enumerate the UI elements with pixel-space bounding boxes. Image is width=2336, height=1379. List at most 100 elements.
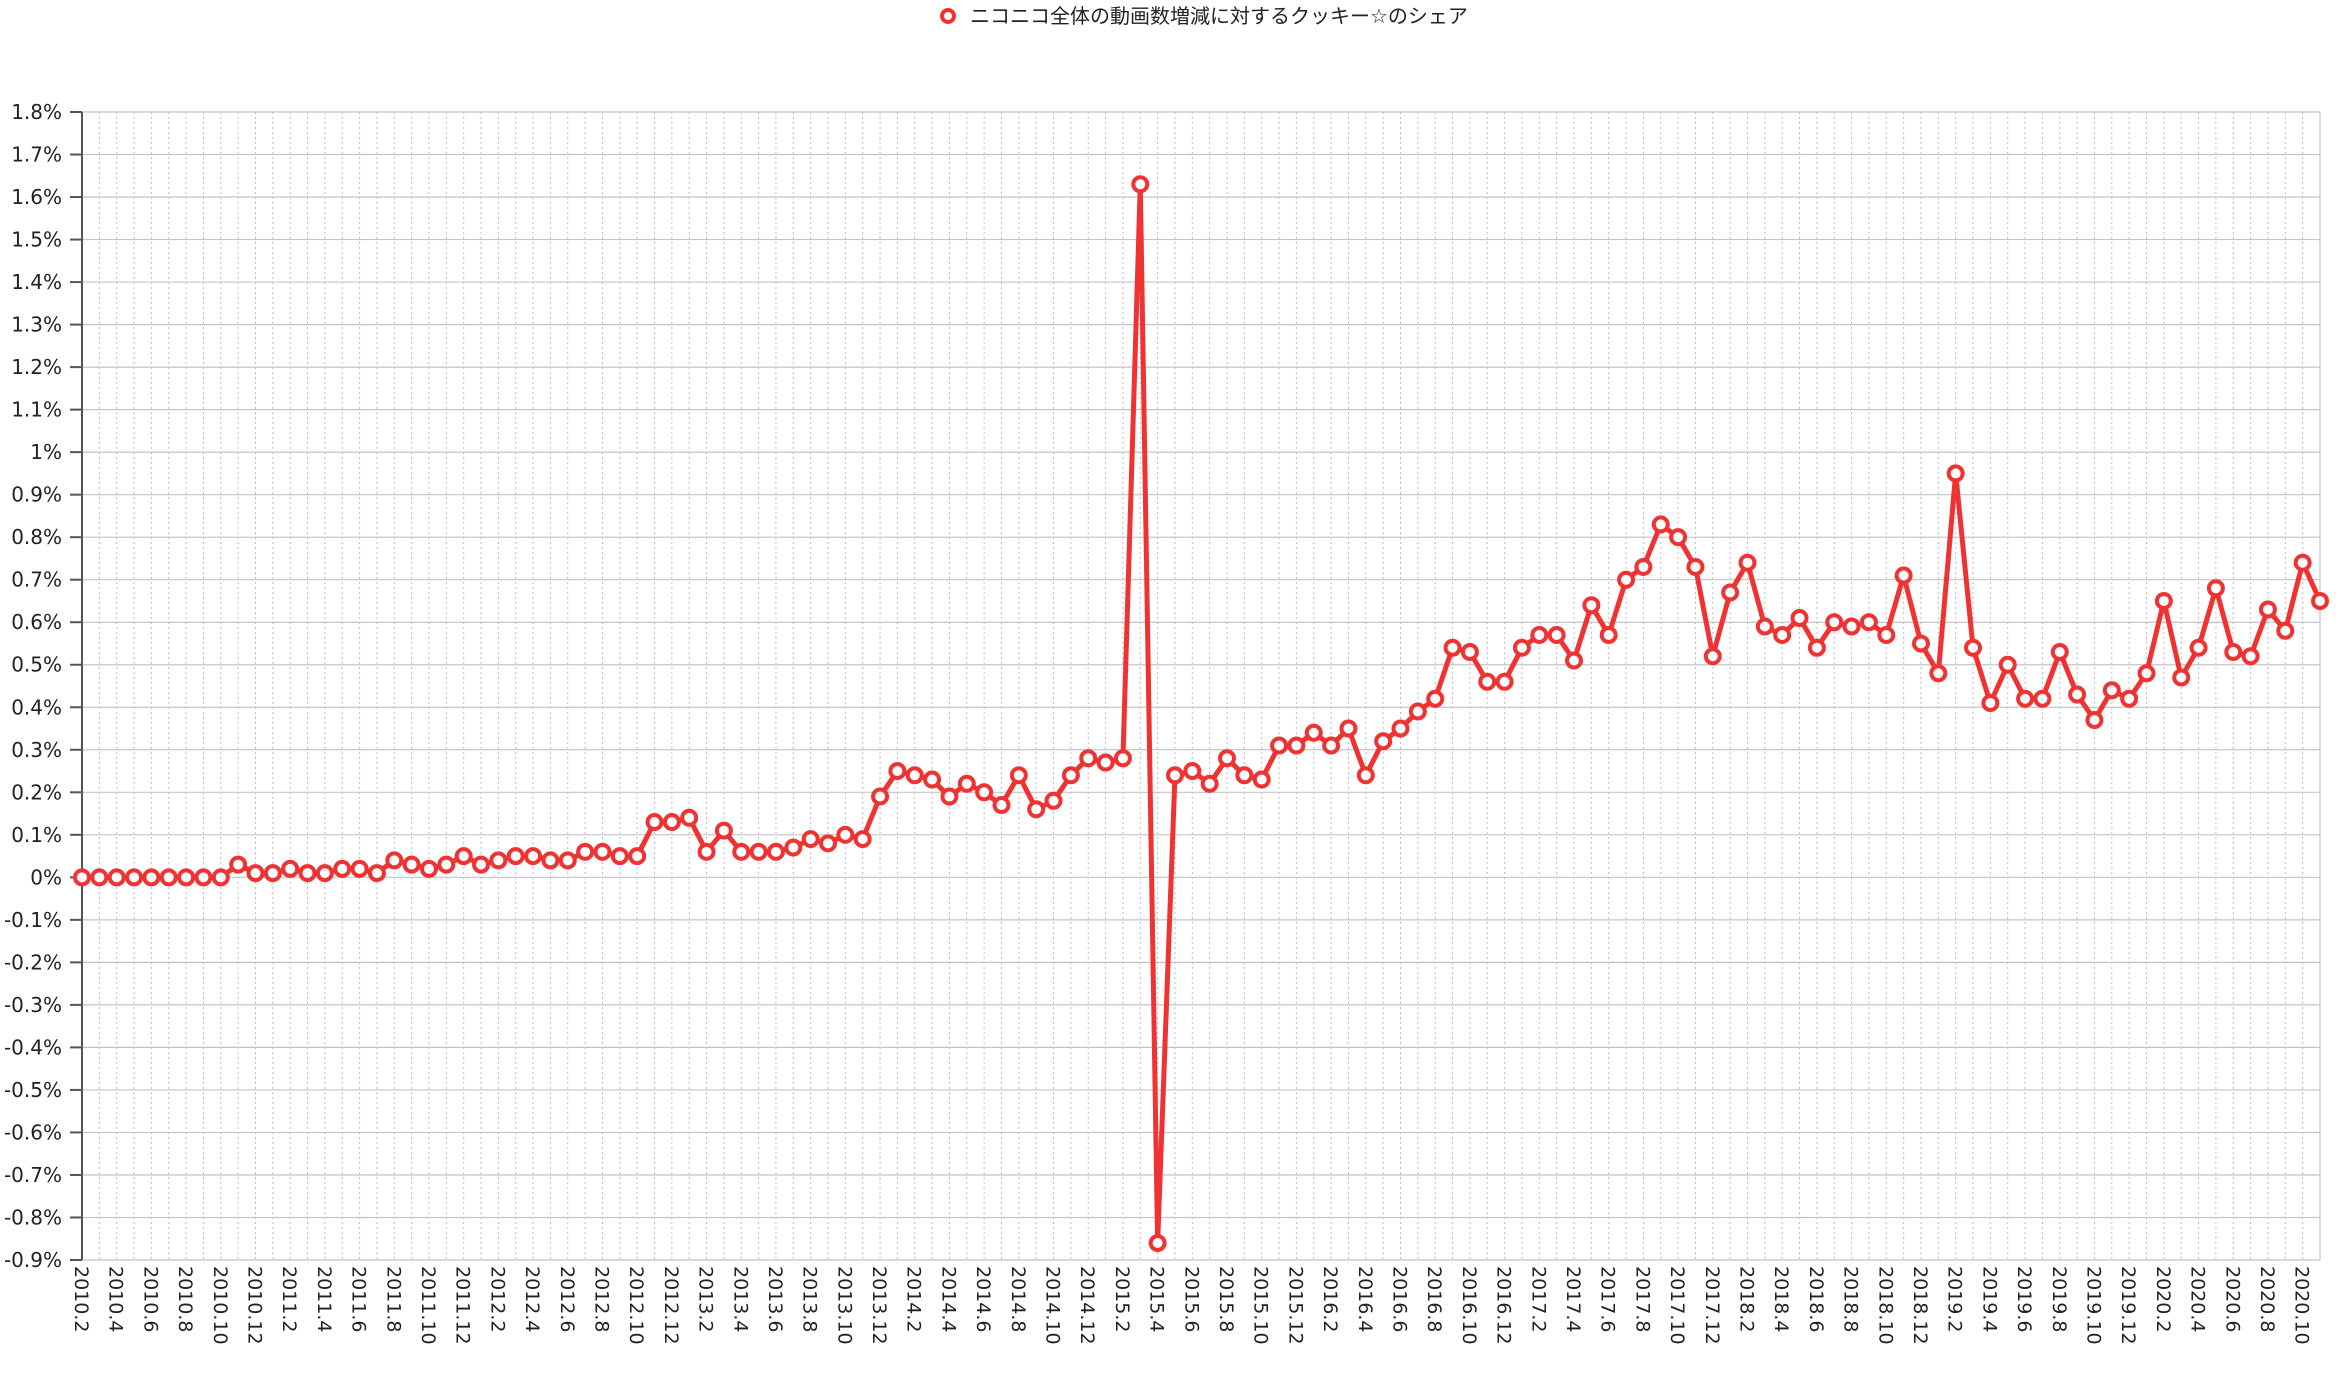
data-point xyxy=(1547,625,1566,644)
series-line-path xyxy=(79,181,2323,1246)
data-point xyxy=(194,868,213,887)
data-point xyxy=(1009,766,1028,785)
x-tick-label: 2017.10 xyxy=(1666,1266,1688,1345)
x-tick-label: 2016.2 xyxy=(1319,1266,1341,1332)
data-point xyxy=(1339,719,1358,738)
data-point xyxy=(2224,642,2243,661)
x-tick-label: 2015.6 xyxy=(1180,1266,1202,1332)
y-tick-label: 0.8% xyxy=(11,525,62,549)
y-tick-label: 0.5% xyxy=(11,653,62,677)
data-point xyxy=(1530,625,1549,644)
x-tick-label: 2011.6 xyxy=(348,1266,370,1332)
data-point xyxy=(281,859,300,878)
data-point xyxy=(506,847,525,866)
x-tick-label: 2017.4 xyxy=(1562,1266,1584,1332)
x-tick-label: 2013.10 xyxy=(833,1266,855,1345)
x-tick-label: 2013.8 xyxy=(799,1266,821,1332)
x-tick-label: 2017.12 xyxy=(1701,1266,1723,1345)
data-point xyxy=(2102,681,2121,700)
data-point xyxy=(211,868,230,887)
x-tick-label: 2016.8 xyxy=(1423,1266,1445,1332)
y-tick-label: 1.6% xyxy=(11,185,62,209)
x-tick-label: 2012.8 xyxy=(590,1266,612,1332)
data-point xyxy=(298,864,317,883)
y-tick-label: -0.8% xyxy=(4,1205,62,1229)
x-tick-label: 2018.12 xyxy=(1909,1266,1931,1345)
data-point xyxy=(1894,566,1913,585)
data-point xyxy=(749,842,768,861)
y-tick-label: 0.2% xyxy=(11,780,62,804)
data-point xyxy=(1617,570,1636,589)
data-point xyxy=(1634,557,1653,576)
data-point xyxy=(2137,664,2156,683)
x-tick-label: 2010.4 xyxy=(105,1266,127,1332)
y-tick-label: 1% xyxy=(30,440,62,464)
data-point xyxy=(1096,753,1115,772)
x-tick-label: 2010.2 xyxy=(70,1266,92,1332)
y-tick-label: 1.3% xyxy=(11,313,62,337)
data-point xyxy=(1408,702,1427,721)
data-point xyxy=(1304,723,1323,742)
data-point xyxy=(2258,600,2277,619)
y-tick-label: 1.4% xyxy=(11,270,62,294)
x-tick-label: 2015.4 xyxy=(1146,1266,1168,1332)
data-point xyxy=(454,847,473,866)
data-point xyxy=(714,821,733,840)
data-point xyxy=(2033,689,2052,708)
legend-marker xyxy=(940,8,956,24)
data-point xyxy=(177,868,196,887)
data-point xyxy=(1287,736,1306,755)
data-point xyxy=(263,864,282,883)
data-point xyxy=(801,830,820,849)
x-tick-label: 2017.6 xyxy=(1597,1266,1619,1332)
legend: ニコニコ全体の動画数増減に対するクッキー☆のシェア xyxy=(940,4,1468,28)
axes xyxy=(70,111,2321,1261)
data-point xyxy=(1391,719,1410,738)
data-point xyxy=(1790,608,1809,627)
data-point xyxy=(1478,672,1497,691)
data-point xyxy=(1356,766,1375,785)
data-point xyxy=(350,859,369,878)
data-point xyxy=(1703,647,1722,666)
data-point xyxy=(2241,647,2260,666)
data-point xyxy=(1218,749,1237,768)
y-tick-label: 0.1% xyxy=(11,823,62,847)
data-point xyxy=(125,868,144,887)
y-tick-label: 1.8% xyxy=(11,100,62,124)
data-point xyxy=(541,851,560,870)
data-point xyxy=(836,825,855,844)
data-point xyxy=(975,783,994,802)
y-tick-label: -0.1% xyxy=(4,908,62,932)
data-point xyxy=(697,842,716,861)
data-point xyxy=(1044,791,1063,810)
x-tick-label: 2014.6 xyxy=(972,1266,994,1332)
data-point xyxy=(871,787,890,806)
x-tick-label: 2020.8 xyxy=(2256,1266,2278,1332)
data-point xyxy=(2311,591,2329,610)
data-point xyxy=(159,868,178,887)
data-point xyxy=(1721,583,1740,602)
major-grid xyxy=(82,111,2320,1261)
data-point xyxy=(1877,625,1896,644)
data-point xyxy=(1686,557,1705,576)
data-point xyxy=(992,796,1011,815)
series-line xyxy=(79,181,2323,1246)
x-tick-label: 2019.10 xyxy=(2082,1266,2104,1345)
legend-label: ニコニコ全体の動画数増減に対するクッキー☆のシェア xyxy=(970,4,1468,28)
data-point xyxy=(489,851,508,870)
y-tick-label: 1.1% xyxy=(11,398,62,422)
x-tick-label: 2010.10 xyxy=(209,1266,231,1345)
data-point xyxy=(1911,634,1930,653)
data-point xyxy=(1252,770,1271,789)
data-point xyxy=(853,830,872,849)
data-point xyxy=(1443,638,1462,657)
x-tick-label: 2020.4 xyxy=(2187,1266,2209,1332)
data-point xyxy=(2016,689,2035,708)
y-tick-label: -0.7% xyxy=(4,1163,62,1187)
data-point xyxy=(1322,736,1341,755)
data-point xyxy=(385,851,404,870)
x-tick-label: 2020.6 xyxy=(2221,1266,2243,1332)
x-axis-tick-labels: 2010.2 2010.4 2010.6 2010.8 2010.10 2010.12 20… xyxy=(70,1266,2313,1345)
data-point xyxy=(1183,762,1202,781)
data-point xyxy=(90,868,109,887)
